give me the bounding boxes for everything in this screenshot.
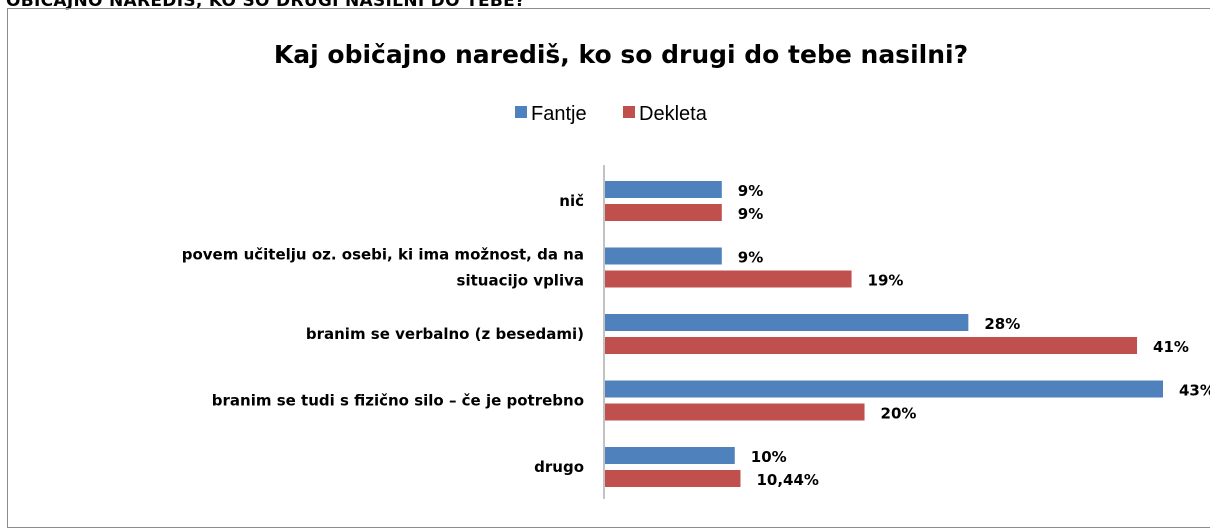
chart: Kaj običajno narediš, ko so drugi do teb… xyxy=(182,40,1210,499)
data-label-dekleta: 10,44% xyxy=(756,471,818,489)
plot-area: nič 9% 9% povem učitelju oz. osebi, ki ima … xyxy=(182,165,1210,499)
category-label: povem učitelju oz. osebi, ki ima možnost… xyxy=(182,246,584,264)
bar-dekleta xyxy=(605,270,852,288)
bar-fantje xyxy=(605,181,722,198)
chart-frame: Kaj običajno narediš, ko so drugi do teb… xyxy=(7,8,1210,528)
data-label-fantje: 28% xyxy=(984,315,1020,333)
category-label: branim se verbalno (z besedami) xyxy=(306,325,584,343)
bar-fantje xyxy=(605,447,735,464)
data-label-dekleta: 19% xyxy=(868,272,904,290)
bar-dekleta xyxy=(605,403,865,421)
category-label: nič xyxy=(559,192,584,210)
bar-dekleta xyxy=(605,470,741,487)
data-label-dekleta: 41% xyxy=(1153,338,1189,356)
bar-fantje xyxy=(605,314,969,331)
data-label-dekleta: 9% xyxy=(738,205,763,223)
category-label: drugo xyxy=(534,458,584,476)
legend: Fantje Dekleta xyxy=(515,103,708,125)
data-label-fantje: 43% xyxy=(1179,382,1210,400)
legend-swatch-fantje xyxy=(515,106,527,118)
category-label: branim se tudi s fizično silo – če je po… xyxy=(212,392,584,410)
data-label-fantje: 9% xyxy=(738,182,763,200)
chart-title: Kaj običajno narediš, ko so drugi do teb… xyxy=(274,40,968,69)
bar-dekleta xyxy=(605,204,722,221)
legend-label-fantje: Fantje xyxy=(531,103,587,125)
bar-fantje xyxy=(605,380,1163,398)
bar-dekleta xyxy=(605,337,1138,354)
data-label-fantje: 9% xyxy=(738,249,763,267)
data-label-dekleta: 20% xyxy=(881,405,917,423)
legend-label-dekleta: Dekleta xyxy=(639,103,708,125)
category-label: situacijo vpliva xyxy=(457,272,584,290)
page-heading: OBIČAJNO NAREDIŠ, KO SO DRUGI NASILNI DO… xyxy=(6,0,526,11)
legend-swatch-dekleta xyxy=(623,106,635,118)
bar-fantje xyxy=(605,247,722,265)
data-label-fantje: 10% xyxy=(751,448,787,466)
